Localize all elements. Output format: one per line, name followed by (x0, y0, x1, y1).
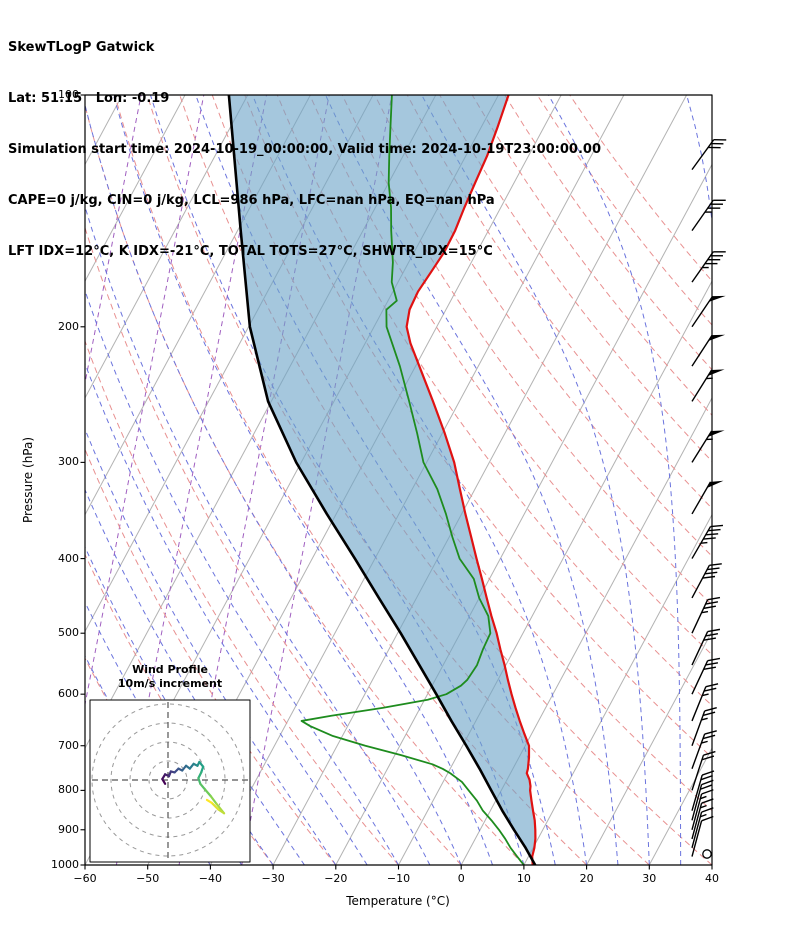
wind-profile-inset-title: Wind Profile 10m/s increment (90, 663, 250, 691)
y-tick-label: 600 (58, 687, 79, 701)
x-tick-label: −20 (324, 872, 348, 885)
y-tick-label: 100 (58, 88, 79, 101)
header-stability-indices-2: LFT IDX=12°C, K IDX=-21°C, TOTAL TOTS=27… (8, 244, 493, 259)
x-tick-label: 10 (516, 872, 531, 885)
x-tick-label: −60 (73, 872, 97, 885)
x-tick-label: 0 (457, 872, 465, 885)
x-tick-label: −30 (261, 872, 285, 885)
y-tick-label: 400 (58, 551, 79, 565)
y-tick-label: 800 (58, 783, 79, 797)
x-tick-label: 40 (705, 872, 719, 885)
y-tick-label: 1000 (51, 858, 79, 871)
x-tick-label: −10 (386, 872, 411, 885)
inset-title-line1: Wind Profile (132, 663, 208, 676)
page-title: SkewTLogP Gatwick (8, 40, 155, 55)
header-stability-indices-1: CAPE=0 j/kg, CIN=0 j/kg, LCL=986 hPa, LF… (8, 193, 495, 208)
y-tick-label: 900 (58, 822, 79, 836)
x-tick-label: −50 (136, 872, 160, 885)
x-tick-label: −40 (198, 872, 222, 885)
header-location: Lat: 51.15 Lon: -0.19 (8, 91, 170, 106)
header: SkewTLogP Gatwick Lat: 51.15 Lon: -0.19 … (8, 5, 601, 294)
header-times: Simulation start time: 2024-10-19_00:00:… (8, 142, 601, 157)
y-tick-label: 700 (58, 738, 79, 752)
x-tick-label: 20 (579, 872, 594, 885)
inset-title-line2: 10m/s increment (117, 677, 223, 690)
y-tick-label: 300 (58, 455, 79, 469)
x-axis-label: Temperature (°C) (346, 894, 450, 908)
y-axis-label: Pressure (hPa) (21, 436, 35, 524)
y-tick-label: 500 (58, 626, 79, 640)
x-tick-label: 30 (642, 872, 657, 885)
y-tick-label: 200 (58, 319, 79, 333)
